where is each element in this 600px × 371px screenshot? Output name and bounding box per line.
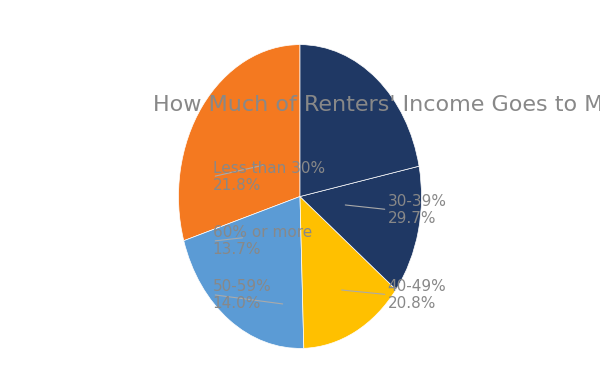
Text: 14.0%: 14.0%	[212, 296, 261, 311]
Wedge shape	[300, 166, 422, 290]
Text: Less than 30%: Less than 30%	[212, 161, 325, 176]
Text: 50-59%: 50-59%	[212, 279, 271, 293]
Text: How Much of Renters' Income Goes to Monthly Rent?: How Much of Renters' Income Goes to Mont…	[153, 95, 600, 115]
Text: 20.8%: 20.8%	[388, 296, 436, 311]
Text: 30-39%: 30-39%	[388, 194, 446, 209]
Text: 40-49%: 40-49%	[388, 279, 446, 293]
Wedge shape	[184, 197, 304, 348]
Text: 29.7%: 29.7%	[388, 211, 436, 226]
Text: 21.8%: 21.8%	[212, 178, 261, 193]
Wedge shape	[300, 45, 419, 197]
Text: 60% or more: 60% or more	[212, 225, 312, 240]
Wedge shape	[300, 197, 396, 348]
Text: 13.7%: 13.7%	[212, 242, 261, 257]
Wedge shape	[178, 45, 300, 241]
